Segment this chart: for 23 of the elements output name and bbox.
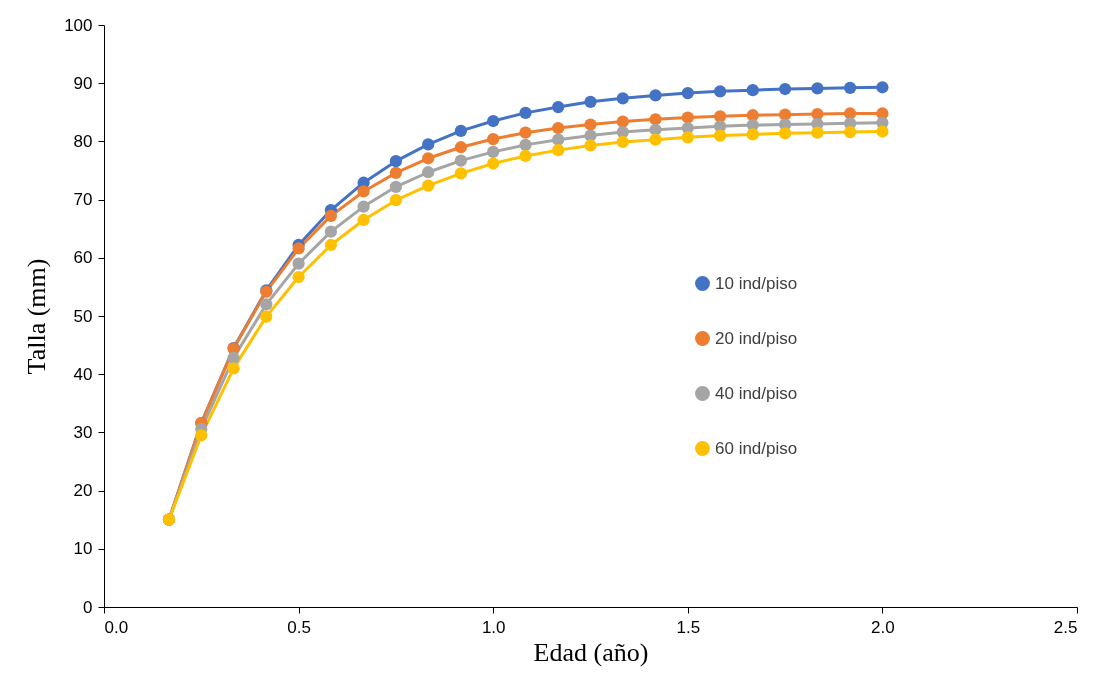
y-tick-label: 80 [73, 131, 93, 151]
legend-label: 20 ind/piso [715, 328, 798, 348]
legend-label: 60 ind/piso [715, 438, 798, 458]
y-tick-label: 10 [73, 539, 93, 559]
y-tick-label: 70 [73, 190, 93, 210]
x-tick-label: 1.0 [481, 617, 506, 637]
legend-label: 10 ind/piso [715, 273, 798, 293]
x-tick-label: 0.5 [287, 617, 311, 637]
y-tick-label: 50 [73, 306, 93, 326]
y-tick-label: 90 [73, 73, 93, 93]
x-tick-label: 2.0 [871, 617, 895, 637]
legend-label: 40 ind/piso [715, 383, 798, 403]
y-tick-label: 60 [73, 248, 93, 268]
x-axis-title: Edad (año) [533, 637, 649, 667]
y-tick-label: 40 [73, 364, 93, 384]
y-tick-label: 30 [73, 422, 93, 442]
x-tick-label: 1.5 [676, 617, 701, 637]
y-axis-title: Talla (mm) [22, 258, 52, 375]
y-tick-label: 0 [83, 597, 93, 617]
y-tick-label: 100 [64, 15, 93, 35]
x-tick-label: 2.5 [1053, 617, 1078, 637]
x-tick-label: 0.0 [104, 617, 129, 637]
y-tick-label: 20 [73, 481, 93, 501]
